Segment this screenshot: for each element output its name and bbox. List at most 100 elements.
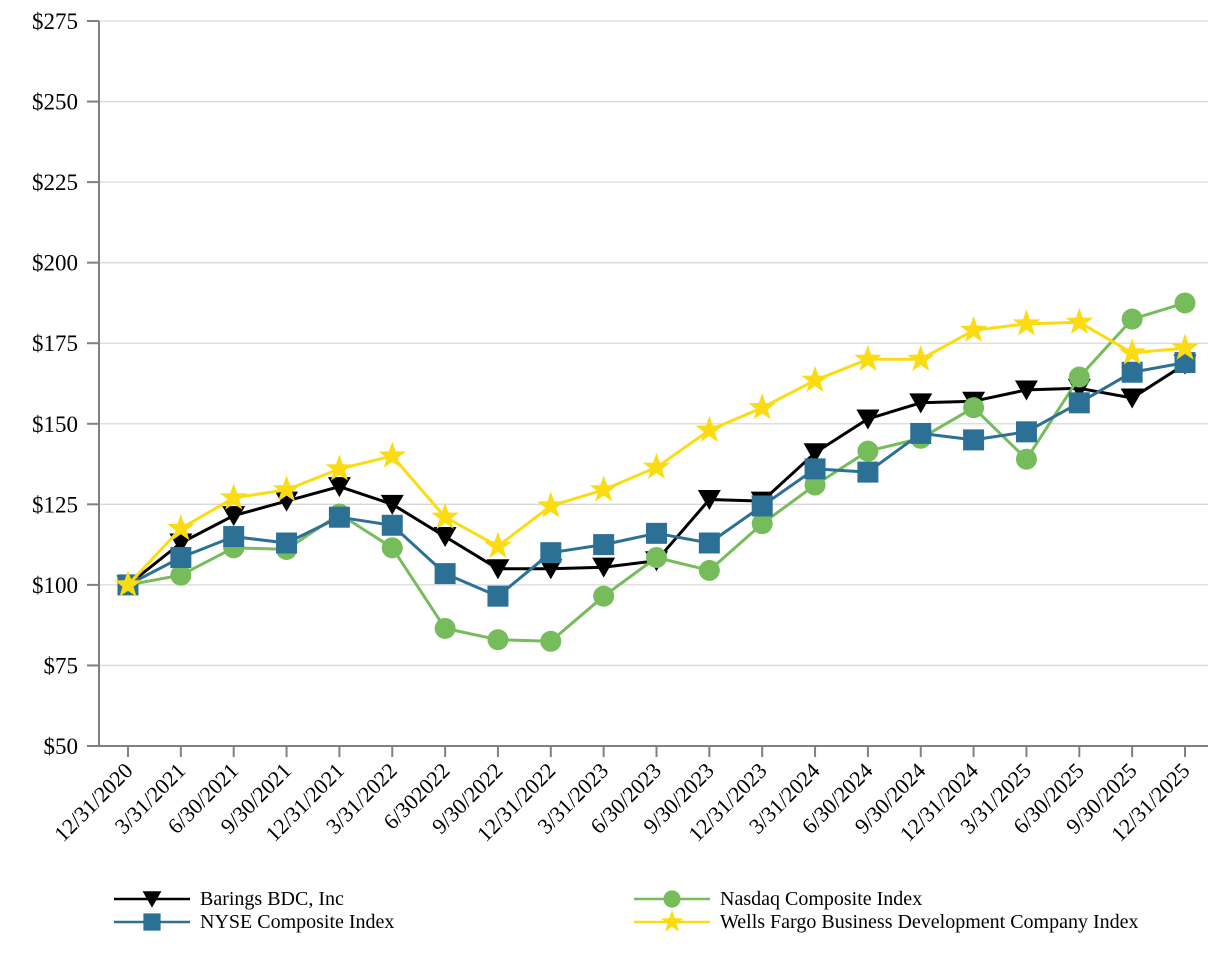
marker-star [484,531,512,558]
marker-square [143,913,161,931]
legend-label-nasdaq: Nasdaq Composite Index [720,888,923,910]
marker-star [642,452,671,480]
legend-label-barings: Barings BDC, Inc [200,888,344,910]
legend-label-wellsfargo: Wells Fargo Business Development Company… [720,911,1139,933]
marker-triangle-down [697,490,721,510]
marker-triangle-down [1014,380,1038,401]
marker-star [695,415,724,442]
y-tick-label: $50 [44,734,79,759]
marker-star [660,910,684,932]
y-tick-label: $75 [44,653,79,678]
marker-square [698,532,720,554]
marker-circle [698,559,720,581]
marker-star [906,344,935,372]
y-tick-label: $250 [32,90,78,115]
marker-star [272,475,301,502]
marker-square [381,514,403,536]
marker-circle [1121,308,1143,330]
marker-square [1068,392,1090,414]
marker-circle [540,630,562,652]
marker-square [223,526,245,548]
marker-circle [1015,448,1037,470]
x-axis-ticks: 12/31/20203/31/20216/30/20219/30/202112/… [49,746,1195,846]
marker-star [1065,307,1094,335]
marker-circle [663,890,681,908]
marker-square [963,429,985,451]
series-nyse-composite-index [117,352,1196,607]
marker-circle [857,440,879,462]
marker-circle [646,547,667,568]
marker-circle [751,513,773,535]
marker-star [325,454,354,481]
marker-square [804,458,826,480]
marker-triangle-down [856,409,880,430]
marker-star [537,491,565,518]
marker-star [1118,338,1146,365]
marker-triangle-down [169,533,193,554]
legend-item-wellsfargo: Wells Fargo Business Development Company… [632,910,1139,934]
legend-swatch-wellsfargo-star [634,910,710,932]
legend-label-nyse: NYSE Composite Index [200,911,395,933]
marker-triangle-down [142,891,162,908]
marker-square [1121,361,1143,383]
marker-triangle-down [539,559,563,580]
marker-square [1174,352,1196,374]
marker-triangle-down [327,477,351,498]
marker-triangle-down [486,559,510,580]
y-gridlines [99,20,1208,667]
legend-item-barings: Barings BDC, Inc [112,887,344,911]
marker-circle [381,537,403,559]
marker-square [170,547,192,568]
marker-triangle-down [1120,388,1144,409]
marker-square [1015,421,1037,443]
marker-star [1012,309,1041,336]
marker-square [857,461,879,483]
marker-circle [1174,292,1196,314]
series-wells-fargo-business-development-company-index [114,307,1199,597]
marker-circle [963,397,985,419]
series-nasdaq-composite-index [117,292,1196,652]
y-tick-label: $275 [32,9,78,34]
legend-item-nyse: NYSE Composite Index [112,910,394,934]
marker-triangle-down [592,557,616,578]
marker-star [378,441,407,468]
marker-square [276,532,298,554]
marker-star [589,475,618,502]
marker-square [910,422,932,444]
legend-swatch-barings-triangle [114,891,190,908]
marker-circle [593,585,615,607]
marker-star [854,344,882,372]
marker-triangle-down [433,527,457,548]
marker-circle [487,629,509,651]
y-tick-label: $200 [32,251,78,276]
legend-item-nasdaq: Nasdaq Composite Index [632,887,922,911]
marker-triangle-down [380,494,404,515]
marker-square [487,585,509,607]
marker-star [959,315,988,343]
marker-star [167,514,195,541]
axes [98,21,1208,747]
marker-square [593,534,615,556]
marker-star [748,393,776,420]
marker-circle [170,564,192,586]
marker-star [219,483,248,510]
marker-star [431,502,459,529]
y-tick-label: $175 [32,331,78,356]
marker-square [540,542,562,564]
marker-square [751,495,773,517]
marker-circle [1068,366,1090,388]
marker-square [434,563,456,585]
legend-swatch-nasdaq-circle [634,890,710,908]
marker-circle [434,617,456,639]
marker-triangle-down [909,393,933,414]
marker-square [328,506,350,528]
y-tick-label: $225 [32,170,78,195]
y-tick-label: $150 [32,412,78,437]
y-tick-label: $125 [32,492,78,517]
marker-triangle-down [222,506,246,527]
marker-triangle-down [803,443,827,464]
marker-star [114,570,142,597]
marker-circle [804,474,826,496]
